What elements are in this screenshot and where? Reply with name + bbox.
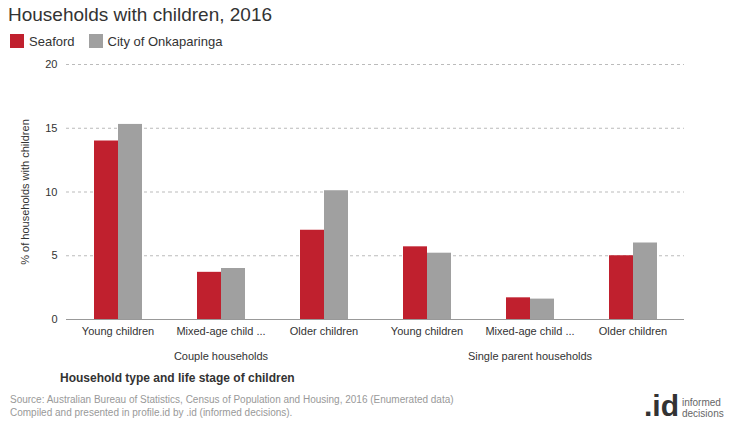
svg-text:10: 10 [45,186,57,198]
html-text:informed decisions: informed decisions [682,397,724,419]
html-text:Households with children, 2016: Households with children, 2016 [8,4,273,25]
html-text:Seaford: Seaford [29,33,75,49]
svg-text:5: 5 [51,249,57,261]
svg-text:Mixed-age child ...: Mixed-age child ... [485,325,574,337]
html-text:Household type and life stage: Household type and life stage of childre… [60,371,295,385]
svg-text:Single parent households: Single parent households [468,350,593,362]
html-text:Source: Australian Bureau of S: Source: Australian Bureau of Statistics,… [10,394,454,405]
svg-text:15: 15 [45,122,57,134]
svg-text:0: 0 [51,313,57,325]
svg-text:Mixed-age child ...: Mixed-age child ... [176,325,265,337]
svg-text:Couple households: Couple households [174,350,269,362]
svg-text:Older children: Older children [599,325,667,337]
svg-text:% of households with children: % of households with children [19,119,31,265]
svg-text:Young children: Young children [391,325,463,337]
html-text:Compiled and presented in prof: Compiled and presented in profile.id by … [10,407,293,418]
html-text:City of Onkaparinga: City of Onkaparinga [107,33,223,49]
svg-text:Older children: Older children [290,325,358,337]
svg-text:20: 20 [45,58,57,70]
svg-text:Young children: Young children [82,325,154,337]
html-text:.id: .id [644,389,679,422]
